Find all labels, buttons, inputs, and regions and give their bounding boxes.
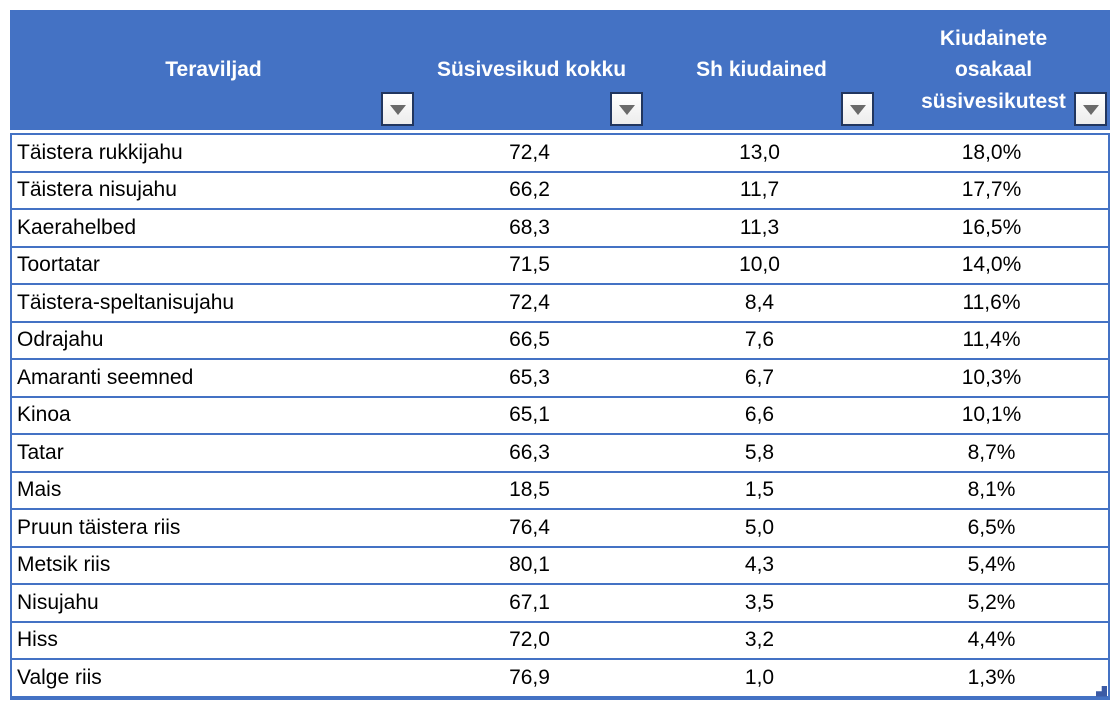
filter-triangle-down-icon	[618, 105, 635, 115]
cell-carbs-total[interactable]: 71,5	[509, 253, 550, 277]
table-row: Nisujahu 67,1 3,5 5,2%	[12, 585, 1108, 623]
filter-triangle-down-icon	[1082, 105, 1099, 115]
column-header-label: Kiudainete osakaal süsivesikutest	[921, 26, 1066, 113]
cell-fiber[interactable]: 11,7	[739, 178, 780, 202]
cell-food-name[interactable]: Hiss	[17, 628, 58, 652]
cell-carbs-total[interactable]: 67,1	[509, 590, 550, 614]
column-header-sh-kiudained[interactable]: Sh kiudained	[646, 10, 877, 130]
cell-food-name[interactable]: Toortatar	[17, 253, 100, 277]
table-row: Metsik riis 80,1 4,3 5,4%	[12, 547, 1108, 585]
cell-fiber-share[interactable]: 5,2%	[967, 590, 1016, 614]
cell-fiber-share[interactable]: 8,1%	[967, 478, 1016, 502]
cell-fiber[interactable]: 6,6	[744, 403, 775, 427]
table-row: Täistera nisujahu 66,2 11,7 17,7%	[12, 172, 1108, 210]
cell-carbs-total[interactable]: 66,3	[509, 440, 550, 464]
table-row: Odrajahu 66,5 7,6 11,4%	[12, 322, 1108, 360]
table-row: Amaranti seemned 65,3 6,7 10,3%	[12, 360, 1108, 398]
table-row: Tatar 66,3 5,8 8,7%	[12, 435, 1108, 473]
cell-food-name[interactable]: Valge riis	[17, 665, 102, 689]
cell-fiber[interactable]: 3,5	[744, 590, 775, 614]
cell-fiber[interactable]: 8,4	[744, 290, 775, 314]
cell-carbs-total[interactable]: 18,5	[509, 478, 550, 502]
cell-fiber[interactable]: 1,5	[744, 478, 775, 502]
table-row: Pruun täistera riis 76,4 5,0 6,5%	[12, 510, 1108, 548]
cell-food-name[interactable]: Metsik riis	[17, 553, 111, 577]
cell-carbs-total[interactable]: 66,2	[509, 178, 550, 202]
cell-fiber-share[interactable]: 8,7%	[967, 440, 1016, 464]
cell-fiber-share[interactable]: 6,5%	[967, 515, 1016, 539]
cell-food-name[interactable]: Täistera rukkijahu	[17, 140, 183, 164]
cell-fiber[interactable]: 5,0	[744, 515, 775, 539]
cell-fiber-share[interactable]: 16,5%	[961, 215, 1022, 239]
cell-carbs-total[interactable]: 68,3	[509, 215, 550, 239]
table-row: Täistera-speltanisujahu 72,4 8,4 11,6%	[12, 285, 1108, 323]
cell-food-name[interactable]: Täistera nisujahu	[17, 178, 177, 202]
cell-carbs-total[interactable]: 65,3	[509, 365, 550, 389]
column-header-label: Süsivesikud kokku	[436, 58, 627, 82]
cell-food-name[interactable]: Odrajahu	[17, 328, 104, 352]
cell-food-name[interactable]: Amaranti seemned	[17, 365, 194, 389]
cell-carbs-total[interactable]: 76,9	[509, 665, 550, 689]
cell-carbs-total[interactable]: 66,5	[509, 328, 550, 352]
cell-food-name[interactable]: Nisujahu	[17, 590, 99, 614]
column-header-label: Teraviljad	[165, 58, 262, 82]
table-row: Toortatar 71,5 10,0 14,0%	[12, 247, 1108, 285]
table-row: Hiss 72,0 3,2 4,4%	[12, 622, 1108, 660]
cell-food-name[interactable]: Tatar	[17, 440, 64, 464]
cell-fiber[interactable]: 11,3	[739, 215, 780, 239]
cell-carbs-total[interactable]: 72,0	[509, 628, 550, 652]
cell-fiber[interactable]: 10,0	[739, 253, 780, 277]
cell-fiber[interactable]: 6,7	[744, 365, 775, 389]
cell-carbs-total[interactable]: 65,1	[509, 403, 550, 427]
column-header-kiudainete-osakaal[interactable]: Kiudainete osakaal süsivesikutest	[877, 10, 1110, 130]
table-row: Mais 18,5 1,5 8,1%	[12, 472, 1108, 510]
filter-triangle-down-icon	[389, 105, 406, 115]
cell-food-name[interactable]: Mais	[17, 478, 62, 502]
cell-fiber-share[interactable]: 11,6%	[962, 290, 1021, 314]
cell-carbs-total[interactable]: 72,4	[509, 140, 550, 164]
cell-fiber-share[interactable]: 5,4%	[967, 553, 1016, 577]
table-row: Kinoa 65,1 6,6 10,1%	[12, 397, 1108, 435]
cell-fiber[interactable]: 3,2	[744, 628, 775, 652]
spreadsheet-table: Teraviljad Süsivesikud kokku Sh kiudaine…	[10, 10, 1110, 700]
cell-fiber[interactable]: 1,0	[744, 665, 775, 689]
table-header-row: Teraviljad Süsivesikud kokku Sh kiudaine…	[10, 10, 1110, 130]
cell-fiber-share[interactable]: 4,4%	[967, 628, 1016, 652]
filter-dropdown-button-sh-kiudained[interactable]	[841, 92, 874, 126]
filter-dropdown-button-kiudainete-osakaal[interactable]	[1074, 92, 1107, 126]
filter-dropdown-button-susivesikud-kokku[interactable]	[610, 92, 643, 126]
cell-food-name[interactable]: Pruun täistera riis	[17, 515, 181, 539]
column-header-susivesikud-kokku[interactable]: Süsivesikud kokku	[417, 10, 646, 130]
cell-carbs-total[interactable]: 72,4	[509, 290, 550, 314]
cell-carbs-total[interactable]: 76,4	[509, 515, 550, 539]
cell-fiber[interactable]: 5,8	[744, 440, 775, 464]
cell-fiber-share[interactable]: 10,3%	[961, 365, 1022, 389]
table-row: Kaerahelbed 68,3 11,3 16,5%	[12, 210, 1108, 248]
cell-food-name[interactable]: Kinoa	[17, 403, 71, 427]
column-header-teraviljad[interactable]: Teraviljad	[10, 10, 417, 130]
cell-carbs-total[interactable]: 80,1	[509, 553, 550, 577]
cell-fiber-share[interactable]: 14,0%	[961, 253, 1022, 277]
cell-fiber-share[interactable]: 10,1%	[961, 403, 1022, 427]
table-row: Valge riis 76,9 1,0 1,3%	[12, 660, 1108, 698]
filter-dropdown-button-teraviljad[interactable]	[381, 92, 414, 126]
cell-fiber-share[interactable]: 18,0%	[961, 140, 1022, 164]
column-header-label: Sh kiudained	[696, 58, 827, 82]
cell-fiber[interactable]: 7,6	[744, 328, 775, 352]
cell-food-name[interactable]: Täistera-speltanisujahu	[17, 290, 235, 314]
table-row: Täistera rukkijahu 72,4 13,0 18,0%	[12, 135, 1108, 173]
table-body: Täistera rukkijahu 72,4 13,0 18,0% Täist…	[10, 133, 1110, 700]
cell-fiber-share[interactable]: 17,7%	[961, 178, 1022, 202]
cell-fiber-share[interactable]: 11,4%	[962, 328, 1021, 352]
cell-fiber[interactable]: 13,0	[739, 140, 780, 164]
cell-food-name[interactable]: Kaerahelbed	[17, 215, 137, 239]
cell-fiber-share[interactable]: 1,3%	[967, 665, 1016, 689]
filter-triangle-down-icon	[849, 105, 866, 115]
cell-fiber[interactable]: 4,3	[744, 553, 775, 577]
